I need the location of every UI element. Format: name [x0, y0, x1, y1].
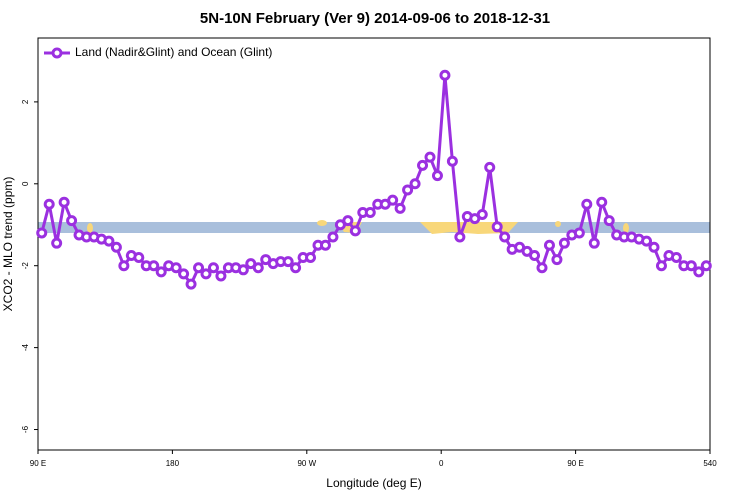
data-point — [588, 237, 600, 249]
data-point — [402, 184, 414, 196]
plot-area — [38, 38, 710, 450]
x-tick-label: 180 — [166, 459, 180, 468]
data-point — [641, 235, 653, 247]
y-tick-label: -6 — [21, 425, 30, 433]
data-point — [536, 262, 548, 274]
data-point — [319, 239, 331, 251]
x-axis-label: Longitude (deg E) — [326, 476, 421, 490]
data-point — [58, 196, 70, 208]
x-tick-label: 540 — [703, 459, 717, 468]
data-point — [431, 170, 443, 182]
data-point — [655, 260, 667, 272]
data-point — [439, 69, 451, 81]
data-point — [185, 278, 197, 290]
data-point — [573, 227, 585, 239]
chart-title: 5N-10N February (Ver 9) 2014-09-06 to 20… — [200, 10, 550, 27]
x-tick-label: 90 E — [30, 459, 46, 468]
data-point — [499, 231, 511, 243]
latitude-band — [38, 222, 710, 233]
data-point — [148, 260, 160, 272]
legend-label: Land (Nadir&Glint) and Ocean (Glint) — [75, 45, 272, 59]
data-point — [252, 262, 264, 274]
data-point — [43, 198, 55, 210]
data-point — [155, 266, 167, 278]
data-point — [693, 266, 705, 278]
data-point — [700, 260, 712, 272]
data-point — [349, 225, 361, 237]
data-point — [543, 239, 555, 251]
data-point — [36, 227, 48, 239]
data-point — [387, 194, 399, 206]
data-point — [409, 178, 421, 190]
y-tick-label: 2 — [21, 99, 30, 104]
data-point — [305, 252, 317, 264]
data-point — [178, 268, 190, 280]
y-axis-label: XCO2 - MLO trend (ppm) — [1, 177, 15, 312]
data-point — [558, 237, 570, 249]
data-point — [454, 231, 466, 243]
data-point — [484, 161, 496, 173]
data-point — [685, 260, 697, 272]
data-point — [118, 260, 130, 272]
y-tick-label: -2 — [21, 262, 30, 270]
plot-frame — [37, 37, 711, 451]
data-point — [290, 262, 302, 274]
data-point — [529, 249, 541, 261]
data-point — [596, 196, 608, 208]
data-point — [476, 209, 488, 221]
data-point — [200, 268, 212, 280]
data-point — [327, 231, 339, 243]
data-point — [581, 198, 593, 210]
legend-marker — [51, 47, 63, 59]
data-point — [133, 252, 145, 264]
data-point — [603, 215, 615, 227]
data-point — [394, 202, 406, 214]
data-point — [648, 241, 660, 253]
data-point — [364, 206, 376, 218]
data-point — [417, 159, 429, 171]
data-point — [110, 241, 122, 253]
data-point — [282, 256, 294, 268]
data-point — [491, 221, 503, 233]
y-tick-label: -4 — [21, 344, 30, 352]
data-point — [424, 151, 436, 163]
data-point — [342, 215, 354, 227]
data-point — [193, 262, 205, 274]
x-tick-label: 90 W — [297, 459, 316, 468]
data-point — [207, 262, 219, 274]
data-point — [103, 235, 115, 247]
data-point — [446, 155, 458, 167]
data-point — [51, 237, 63, 249]
data-point — [170, 262, 182, 274]
data-point — [551, 254, 563, 266]
data-point — [670, 252, 682, 264]
y-tick-label: 0 — [21, 181, 30, 186]
x-tick-label: 90 E — [567, 459, 583, 468]
data-point — [237, 264, 249, 276]
data-point — [66, 215, 78, 227]
x-tick-label: 0 — [439, 459, 444, 468]
data-point — [215, 270, 227, 282]
